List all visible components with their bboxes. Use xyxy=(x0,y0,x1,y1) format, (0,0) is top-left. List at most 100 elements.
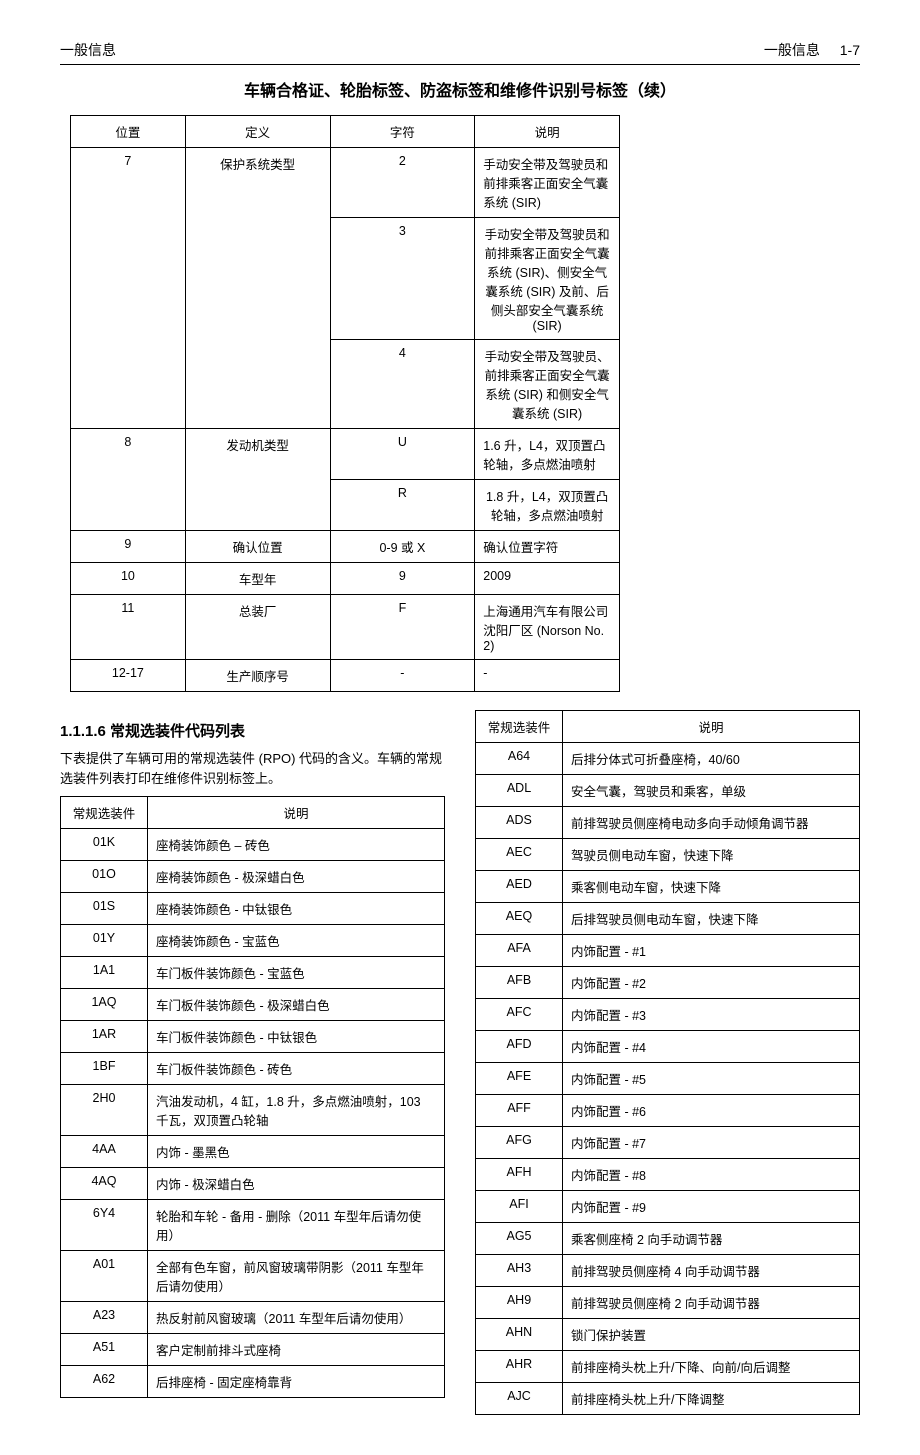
rpo-row: AFE内饰配置 - #5 xyxy=(476,1063,860,1095)
rpo-cell-code: A64 xyxy=(476,743,563,775)
rpo-cell-code: AH3 xyxy=(476,1255,563,1287)
rpo-header-row: 常规选装件 说明 xyxy=(476,711,860,743)
rpo-cell-desc: 前排驾驶员侧座椅 4 向手动调节器 xyxy=(563,1255,860,1287)
rpo-h-code: 常规选装件 xyxy=(61,797,148,829)
rpo-cell-code: AED xyxy=(476,871,563,903)
rpo-cell-desc: 汽油发动机，4 缸，1.8 升，多点燃油喷射，103 千瓦，双顶置凸轮轴 xyxy=(148,1085,445,1136)
vin-cell-pos: 9 xyxy=(71,531,186,563)
rpo-row: 1BF车门板件装饰颜色 - 砖色 xyxy=(61,1053,445,1085)
rpo-row: 6Y4轮胎和车轮 - 备用 - 删除（2011 车型年后请勿使用） xyxy=(61,1200,445,1251)
section-desc: 下表提供了车辆可用的常规选装件 (RPO) 代码的含义。车辆的常规选装件列表打印… xyxy=(60,749,445,788)
vin-h-def: 定义 xyxy=(185,116,330,148)
rpo-cell-code: A23 xyxy=(61,1302,148,1334)
rpo-cell-code: A01 xyxy=(61,1251,148,1302)
vin-cell-desc: 上海通用汽车有限公司沈阳厂区 (Norson No. 2) xyxy=(475,595,620,660)
rpo-row: 2H0汽油发动机，4 缸，1.8 升，多点燃油喷射，103 千瓦，双顶置凸轮轴 xyxy=(61,1085,445,1136)
rpo-cell-desc: 内饰配置 - #9 xyxy=(563,1191,860,1223)
header-page: 1-7 xyxy=(840,42,860,58)
rpo-cell-code: AFH xyxy=(476,1159,563,1191)
vin-cell-pos: 11 xyxy=(71,595,186,660)
vin-row: 11总装厂F上海通用汽车有限公司沈阳厂区 (Norson No. 2) xyxy=(71,595,620,660)
rpo-cell-code: AFC xyxy=(476,999,563,1031)
vin-cell-char: 3 xyxy=(330,218,475,340)
rpo-row: A64后排分体式可折叠座椅，40/60 xyxy=(476,743,860,775)
vin-cell-char: 4 xyxy=(330,340,475,429)
rpo-cell-code: AFF xyxy=(476,1095,563,1127)
rpo-row: A51客户定制前排斗式座椅 xyxy=(61,1334,445,1366)
rpo-cell-desc: 车门板件装饰颜色 - 宝蓝色 xyxy=(148,957,445,989)
rpo-row: 01O座椅装饰颜色 - 极深蜡白色 xyxy=(61,861,445,893)
rpo-cell-code: AHN xyxy=(476,1319,563,1351)
rpo-table-left: 常规选装件 说明 01K座椅装饰颜色 – 砖色01O座椅装饰颜色 - 极深蜡白色… xyxy=(60,796,445,1398)
rpo-row: 1A1车门板件装饰颜色 - 宝蓝色 xyxy=(61,957,445,989)
header-section: 一般信息 xyxy=(764,42,820,58)
page-header: 一般信息 一般信息 1-7 xyxy=(60,40,860,65)
rpo-cell-desc: 乘客侧座椅 2 向手动调节器 xyxy=(563,1223,860,1255)
rpo-cell-desc: 驾驶员侧电动车窗，快速下降 xyxy=(563,839,860,871)
rpo-cell-desc: 车门板件装饰颜色 - 中钛银色 xyxy=(148,1021,445,1053)
vin-cell-desc: 1.6 升，L4，双顶置凸轮轴，多点燃油喷射 xyxy=(475,429,620,480)
rpo-row: AFB内饰配置 - #2 xyxy=(476,967,860,999)
rpo-row: A23热反射前风窗玻璃（2011 车型年后请勿使用） xyxy=(61,1302,445,1334)
rpo-cell-code: A62 xyxy=(61,1366,148,1398)
rpo-cell-desc: 热反射前风窗玻璃（2011 车型年后请勿使用） xyxy=(148,1302,445,1334)
rpo-row: AH9前排驾驶员侧座椅 2 向手动调节器 xyxy=(476,1287,860,1319)
rpo-cell-desc: 前排驾驶员侧座椅电动多向手动倾角调节器 xyxy=(563,807,860,839)
vin-cell-def: 发动机类型 xyxy=(185,429,330,531)
rpo-cell-code: 1AQ xyxy=(61,989,148,1021)
rpo-cell-code: 1A1 xyxy=(61,957,148,989)
rpo-cell-code: AHR xyxy=(476,1351,563,1383)
rpo-cell-desc: 锁门保护装置 xyxy=(563,1319,860,1351)
rpo-cell-code: AH9 xyxy=(476,1287,563,1319)
vin-header-row: 位置 定义 字符 说明 xyxy=(71,116,620,148)
vin-cell-char: 2 xyxy=(330,148,475,218)
vin-cell-desc: 手动安全带及驾驶员和前排乘客正面安全气囊系统 (SIR) xyxy=(475,148,620,218)
rpo-row: 1AR车门板件装饰颜色 - 中钛银色 xyxy=(61,1021,445,1053)
left-column: 1.1.1.6 常规选装件代码列表 下表提供了车辆可用的常规选装件 (RPO) … xyxy=(60,710,445,1398)
rpo-row: AFH内饰配置 - #8 xyxy=(476,1159,860,1191)
rpo-cell-code: A51 xyxy=(61,1334,148,1366)
rpo-row: AH3前排驾驶员侧座椅 4 向手动调节器 xyxy=(476,1255,860,1287)
vin-row: 12-17生产顺序号-- xyxy=(71,660,620,692)
rpo-row: AFD内饰配置 - #4 xyxy=(476,1031,860,1063)
rpo-row: AHN锁门保护装置 xyxy=(476,1319,860,1351)
rpo-row: AHR前排座椅头枕上升/下降、向前/向后调整 xyxy=(476,1351,860,1383)
rpo-cell-desc: 内饰配置 - #4 xyxy=(563,1031,860,1063)
vin-cell-desc: 手动安全带及驾驶员和前排乘客正面安全气囊系统 (SIR)、侧安全气囊系统 (SI… xyxy=(475,218,620,340)
vin-cell-desc: 手动安全带及驾驶员、前排乘客正面安全气囊系统 (SIR) 和侧安全气囊系统 (S… xyxy=(475,340,620,429)
rpo-cell-desc: 内饰配置 - #6 xyxy=(563,1095,860,1127)
rpo-cell-desc: 客户定制前排斗式座椅 xyxy=(148,1334,445,1366)
vin-table: 位置 定义 字符 说明 7保护系统类型2手动安全带及驾驶员和前排乘客正面安全气囊… xyxy=(70,115,620,692)
vin-cell-def: 生产顺序号 xyxy=(185,660,330,692)
rpo-table-right: 常规选装件 说明 A64后排分体式可折叠座椅，40/60ADL安全气囊，驾驶员和… xyxy=(475,710,860,1415)
rpo-cell-desc: 安全气囊，驾驶员和乘客，单级 xyxy=(563,775,860,807)
rpo-row: 1AQ车门板件装饰颜色 - 极深蜡白色 xyxy=(61,989,445,1021)
rpo-cell-desc: 内饰配置 - #1 xyxy=(563,935,860,967)
rpo-cell-desc: 座椅装饰颜色 - 宝蓝色 xyxy=(148,925,445,957)
rpo-cell-desc: 前排座椅头枕上升/下降、向前/向后调整 xyxy=(563,1351,860,1383)
rpo-cell-code: 1AR xyxy=(61,1021,148,1053)
vin-cell-desc: 2009 xyxy=(475,563,620,595)
rpo-cell-code: 1BF xyxy=(61,1053,148,1085)
rpo-cell-code: 4AA xyxy=(61,1136,148,1168)
rpo-h-desc: 说明 xyxy=(563,711,860,743)
vin-cell-char: R xyxy=(330,480,475,531)
rpo-cell-code: 01Y xyxy=(61,925,148,957)
rpo-row: ADL安全气囊，驾驶员和乘客，单级 xyxy=(476,775,860,807)
vin-row: 7保护系统类型2手动安全带及驾驶员和前排乘客正面安全气囊系统 (SIR) xyxy=(71,148,620,218)
vin-cell-char: F xyxy=(330,595,475,660)
rpo-cell-desc: 座椅装饰颜色 - 极深蜡白色 xyxy=(148,861,445,893)
vin-h-desc: 说明 xyxy=(475,116,620,148)
vin-cell-desc: - xyxy=(475,660,620,692)
rpo-header-row: 常规选装件 说明 xyxy=(61,797,445,829)
rpo-cell-desc: 内饰配置 - #3 xyxy=(563,999,860,1031)
rpo-cell-code: ADL xyxy=(476,775,563,807)
right-column: 常规选装件 说明 A64后排分体式可折叠座椅，40/60ADL安全气囊，驾驶员和… xyxy=(475,710,860,1415)
vin-cell-def: 保护系统类型 xyxy=(185,148,330,429)
rpo-cell-desc: 轮胎和车轮 - 备用 - 删除（2011 车型年后请勿使用） xyxy=(148,1200,445,1251)
rpo-cell-code: AEQ xyxy=(476,903,563,935)
rpo-h-code: 常规选装件 xyxy=(476,711,563,743)
rpo-row: ADS前排驾驶员侧座椅电动多向手动倾角调节器 xyxy=(476,807,860,839)
rpo-row: AED乘客侧电动车窗，快速下降 xyxy=(476,871,860,903)
rpo-row: 4AQ内饰 - 极深蜡白色 xyxy=(61,1168,445,1200)
